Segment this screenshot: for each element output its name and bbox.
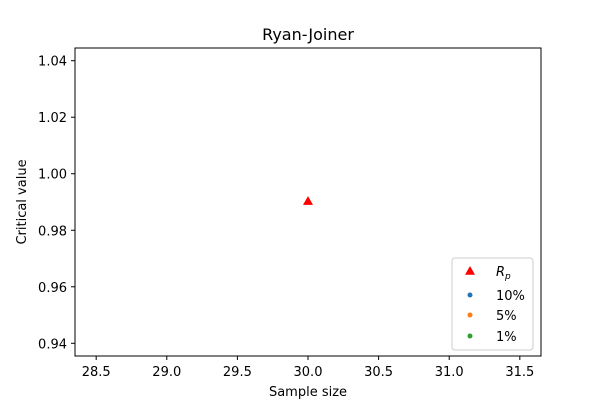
y-axis-label: Critical value: [15, 159, 30, 244]
x-tick-label: 31.0: [435, 365, 464, 380]
y-tick-label: 1.04: [38, 55, 67, 70]
legend-label: 10%: [496, 289, 525, 304]
chart-title: Ryan-Joiner: [262, 25, 354, 44]
legend-marker: [467, 292, 473, 298]
x-tick-label: 31.5: [505, 365, 534, 380]
x-tick-label: 29.0: [152, 365, 181, 380]
x-tick-label: 28.5: [82, 365, 111, 380]
data-point-rp: [303, 196, 313, 205]
x-tick-label: 30.0: [294, 365, 323, 380]
y-axis-ticks: 0.94 0.96 0.98 1.00 1.02 1.04: [38, 55, 75, 352]
legend-label: 1%: [496, 330, 517, 345]
x-axis-ticks: 28.5 29.0 29.5 30.0 30.5 31.0 31.5: [82, 356, 534, 380]
legend-label: 5%: [496, 309, 517, 324]
legend-label: Rp: [496, 265, 511, 282]
y-tick-label: 1.00: [38, 168, 67, 183]
legend-marker: [467, 312, 473, 318]
legend-box: [451, 257, 534, 351]
y-tick-label: 0.98: [38, 224, 67, 239]
legend-marker-rp: [465, 266, 475, 275]
legend: Rp 10% 5% 1%: [451, 257, 534, 351]
y-tick-label: 0.96: [38, 281, 67, 296]
x-tick-label: 30.5: [364, 365, 393, 380]
y-tick-label: 1.02: [38, 111, 67, 126]
legend-marker: [467, 333, 473, 339]
plot-area: [303, 196, 313, 205]
y-tick-label: 0.94: [38, 337, 67, 352]
x-tick-label: 29.5: [223, 365, 252, 380]
x-axis-label: Sample size: [269, 385, 347, 400]
